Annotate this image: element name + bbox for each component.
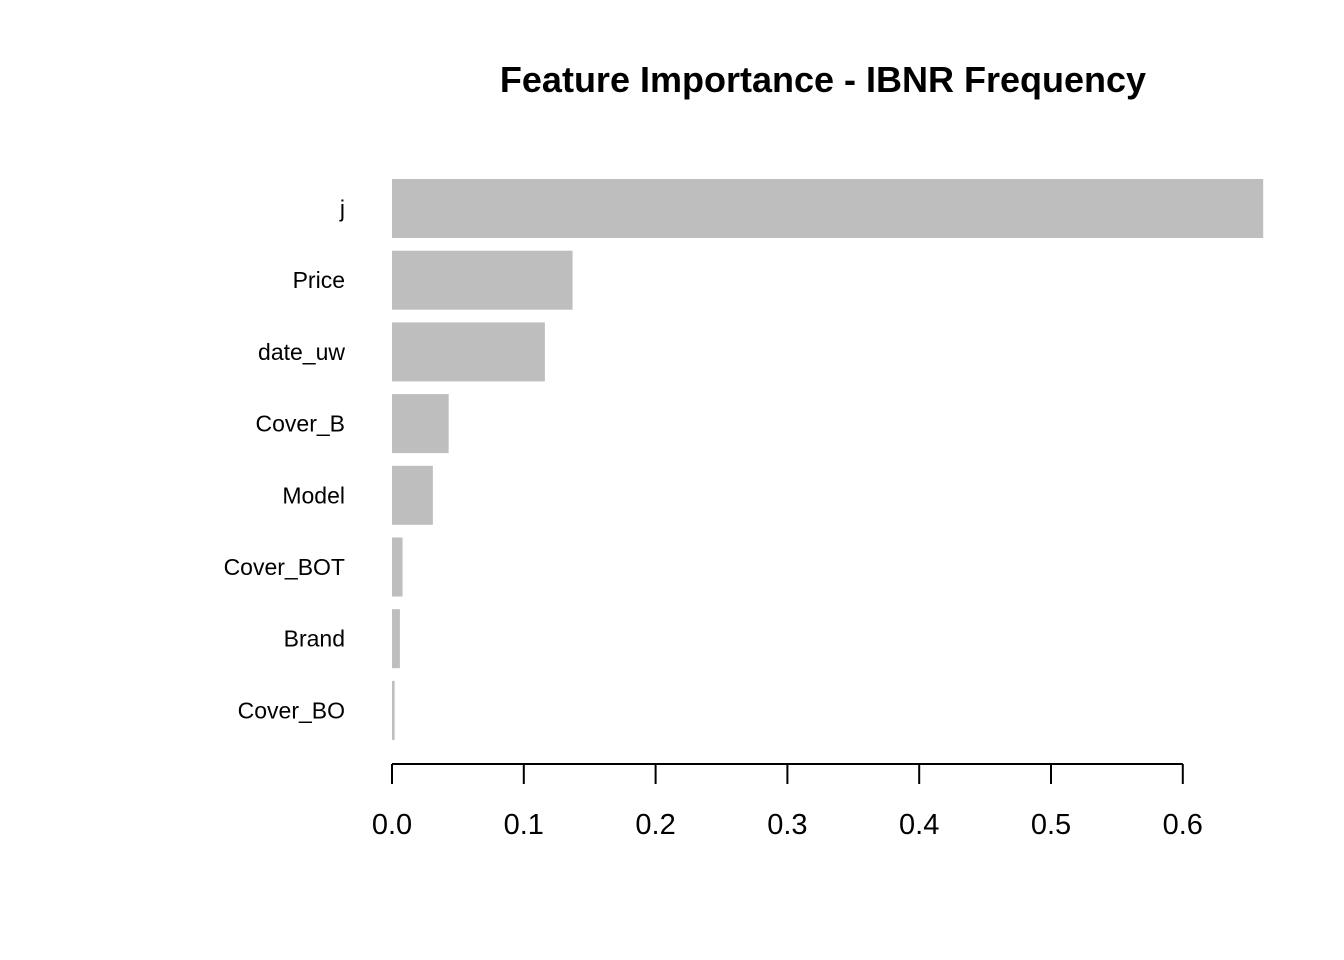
x-tick-label-6: 0.6 — [1163, 809, 1203, 841]
bar-cover-bot — [392, 537, 403, 597]
y-label-brand: Brand — [284, 626, 345, 652]
bar-j — [392, 179, 1264, 238]
bar-model — [392, 465, 433, 525]
x-tick-label-5: 0.5 — [1031, 809, 1071, 841]
bar-brand — [392, 609, 400, 669]
y-label-cover-bot: Cover_BOT — [224, 554, 345, 580]
y-label-cover-b: Cover_B — [256, 411, 345, 437]
chart-title: Feature Importance - IBNR Frequency — [500, 59, 1146, 100]
bar-date-uw — [392, 322, 545, 382]
bars-group — [392, 179, 1264, 740]
y-label-cover-bo: Cover_BO — [238, 697, 345, 723]
y-labels-group: j Price date_uw Cover_B Model Cover_BOT Brand C… — [224, 196, 346, 724]
bar-cover-b — [392, 394, 449, 454]
x-tick-label-1: 0.1 — [504, 809, 544, 841]
x-tick-label-2: 0.2 — [635, 809, 675, 841]
x-tick-label-0: 0.0 — [372, 809, 412, 841]
y-label-model: Model — [282, 482, 345, 508]
y-label-j: j — [339, 196, 345, 222]
y-label-date-uw: date_uw — [258, 339, 345, 365]
bar-price — [392, 250, 573, 310]
x-axis: 0.0 0.1 0.2 0.3 0.4 0.5 0.6 — [372, 763, 1203, 841]
x-tick-label-4: 0.4 — [899, 809, 939, 841]
x-tick-label-3: 0.3 — [767, 809, 807, 841]
y-label-price: Price — [293, 267, 345, 293]
bar-cover-bo — [392, 680, 395, 740]
